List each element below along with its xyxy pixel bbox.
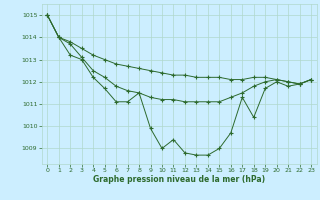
X-axis label: Graphe pression niveau de la mer (hPa): Graphe pression niveau de la mer (hPa) — [93, 175, 265, 184]
